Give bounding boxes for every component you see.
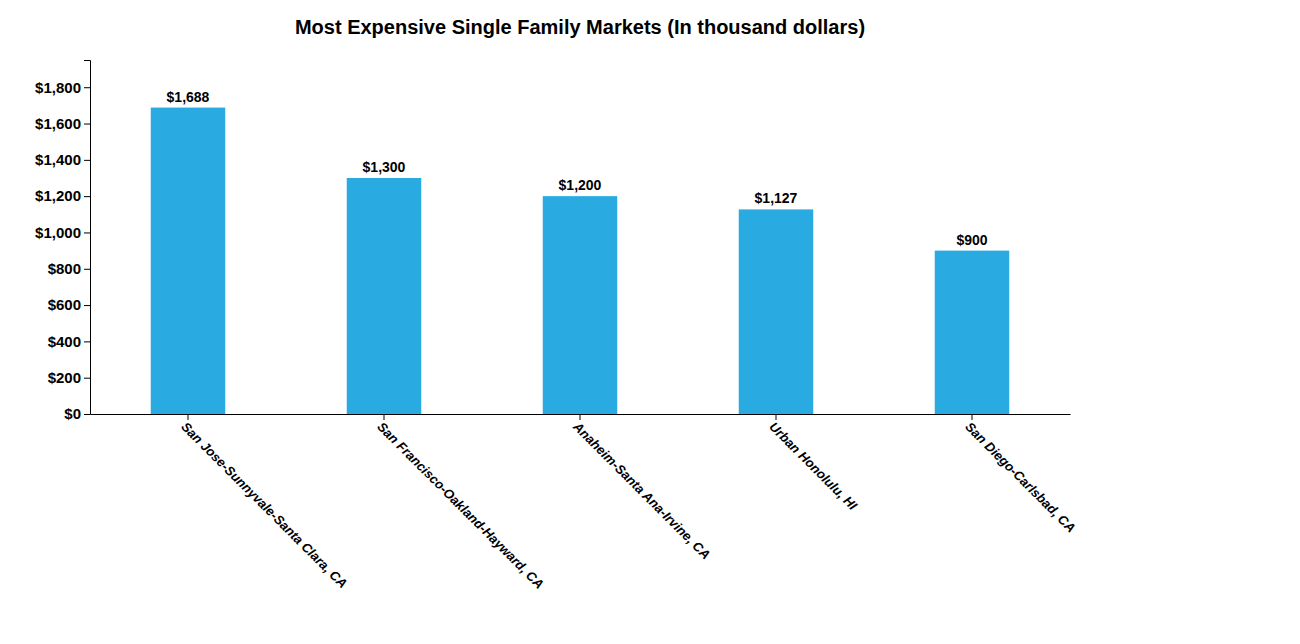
y-tick-mark — [84, 269, 90, 270]
x-tick-label: San Jose-Sunnyvale-Santa Clara, CA — [178, 419, 350, 591]
y-tick: $1,000 — [35, 224, 90, 241]
y-tick: $800 — [48, 260, 90, 277]
x-tick: San Francisco-Oakland-Hayward, CA — [374, 414, 547, 592]
y-tick-label: $400 — [48, 333, 81, 350]
y-tick-label: $0 — [64, 405, 81, 422]
y-axis-line — [84, 61, 91, 415]
bars — [151, 108, 1009, 414]
y-axis: $0 $200 $400 $600 $800 $1,000 $1,200 $1,400 $1,6… — [35, 61, 90, 423]
y-tick: $1,800 — [35, 79, 90, 96]
y-tick-mark — [84, 378, 90, 379]
y-tick-mark — [84, 341, 90, 342]
bar — [739, 209, 813, 414]
y-tick: $600 — [48, 296, 90, 313]
data-labels: $1,688 $1,300 $1,200 $1,127 $900 — [167, 89, 988, 248]
y-tick-mark — [84, 305, 90, 306]
y-tick-mark — [84, 232, 90, 233]
y-tick: $400 — [48, 333, 90, 350]
x-axis: San Jose-Sunnyvale-Santa Clara, CASan Fr… — [91, 414, 1079, 592]
bar — [347, 178, 421, 414]
x-tick-label: San Diego-Carlsbad, CA — [962, 419, 1078, 535]
y-tick-label: $800 — [48, 260, 81, 277]
data-label: $1,127 — [755, 190, 798, 206]
y-tick-mark — [84, 87, 90, 88]
y-tick: $1,600 — [35, 115, 90, 132]
y-tick-mark — [84, 196, 90, 197]
chart: $0 $200 $400 $600 $800 $1,000 $1,200 $1,400 $1,6… — [0, 0, 1300, 644]
y-tick-label: $600 — [48, 296, 81, 313]
bar — [543, 196, 617, 414]
data-label: $1,688 — [167, 89, 210, 105]
y-tick-mark — [84, 160, 90, 161]
y-tick-mark — [84, 414, 90, 415]
y-tick-label: $200 — [48, 369, 81, 386]
y-tick: $1,400 — [35, 151, 90, 168]
x-tick-label: San Francisco-Oakland-Hayward, CA — [374, 419, 547, 592]
data-label: $900 — [956, 232, 987, 248]
y-tick-label: $1,600 — [35, 115, 81, 132]
x-tick: San Diego-Carlsbad, CA — [962, 414, 1078, 535]
data-label: $1,300 — [363, 159, 406, 175]
x-tick-label: Anaheim-Santa Ana-Irvine, CA — [570, 418, 714, 562]
data-label: $1,200 — [559, 177, 602, 193]
y-tick-label: $1,000 — [35, 224, 81, 241]
y-tick: $0 — [64, 405, 90, 422]
y-tick-label: $1,800 — [35, 79, 81, 96]
title: Most Expensive Single Family Markets (In… — [295, 16, 865, 38]
x-tick-label: Urban Honolulu, HI — [766, 419, 860, 513]
x-tick: San Jose-Sunnyvale-Santa Clara, CA — [178, 414, 350, 591]
x-tick: Urban Honolulu, HI — [766, 414, 860, 513]
y-tick: $200 — [48, 369, 90, 386]
x-tick: Anaheim-Santa Ana-Irvine, CA — [570, 414, 714, 562]
bar — [935, 251, 1009, 414]
y-tick: $1,200 — [35, 187, 90, 204]
y-tick-mark — [84, 124, 90, 125]
bar — [151, 108, 225, 414]
plot: $0 $200 $400 $600 $800 $1,000 $1,200 $1,400 $1,6… — [35, 61, 1079, 592]
y-tick-label: $1,200 — [35, 187, 81, 204]
y-tick-label: $1,400 — [35, 151, 81, 168]
